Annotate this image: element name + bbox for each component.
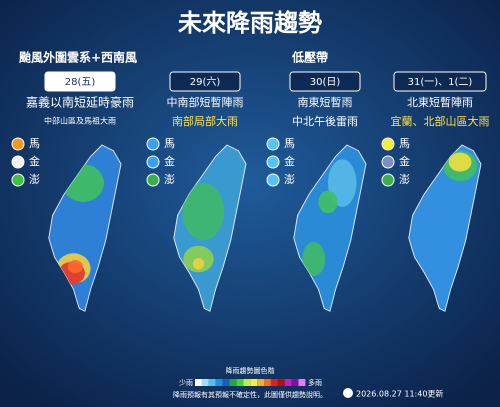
scale-step (236, 379, 244, 386)
rain-area (318, 190, 338, 214)
scale-step (277, 379, 285, 386)
scale-step (243, 379, 251, 386)
color-scale (195, 379, 306, 386)
scale-step (229, 379, 237, 386)
scale-step (201, 379, 209, 386)
scale-step (208, 379, 216, 386)
island-label: 馬 (29, 137, 40, 150)
island-marker (266, 173, 280, 187)
island-marker (11, 173, 25, 187)
scale-step (270, 379, 278, 386)
island-marker (11, 137, 25, 151)
island-label: 澎 (164, 173, 175, 186)
footer-note: 降雨預報有其預報不確定性，此圖僅供趨勢說明。 (173, 390, 327, 399)
rain-areas (443, 150, 478, 182)
description: 宜蘭、北部山區大雨 (391, 114, 490, 128)
title: 未來降雨趨勢 (178, 9, 322, 37)
island-label: 金 (29, 154, 40, 168)
legend-low: 少雨 (179, 379, 193, 387)
scale-step (222, 379, 230, 386)
rain-map (408, 144, 482, 312)
description: 嘉義以南短延時豪雨 (26, 95, 134, 110)
date: 31(一)、1(二) (408, 77, 473, 88)
island-label: 馬 (399, 137, 410, 150)
description: 南部局部大雨 (172, 114, 238, 128)
scale-step (215, 379, 223, 386)
rain-map (173, 144, 247, 312)
island-label: 金 (284, 154, 295, 168)
island-marker (146, 155, 160, 169)
date-box (393, 71, 487, 92)
phase-label: 低壓帶 (291, 50, 328, 65)
updated: 2026.08.27 11:40更新 (356, 389, 443, 399)
description: 中部山區及馬祖大雨 (44, 116, 116, 126)
date: 30(日) (310, 77, 341, 88)
date-box (169, 71, 241, 92)
rain-areas (302, 159, 357, 277)
date-box (44, 71, 116, 92)
island-marker (11, 155, 25, 169)
island-marker (381, 155, 395, 169)
description: 中北午後雷雨 (292, 114, 358, 128)
description: 南東短暫雨 (298, 95, 353, 109)
scale-step (291, 379, 299, 386)
phase-label: 颱風外圍雲系+西南風 (19, 50, 137, 65)
legend-high: 多雨 (308, 378, 322, 387)
island-label: 金 (399, 154, 410, 168)
legend-title: 降雨趨勢圖色階 (226, 366, 275, 375)
island-label: 馬 (164, 137, 175, 150)
scale-step (250, 379, 258, 386)
rain-area (192, 258, 205, 270)
description: 中南部短暫陣雨 (167, 95, 244, 109)
description: 北東短暫陣雨 (407, 95, 473, 109)
date: 28(五) (65, 77, 96, 88)
island-label: 澎 (399, 173, 410, 186)
rain-area (302, 241, 326, 277)
logo (343, 388, 353, 398)
island-label: 馬 (284, 137, 295, 150)
island-marker (146, 137, 160, 151)
scale-step (284, 379, 292, 386)
scale-step (257, 379, 264, 386)
rain-map (293, 144, 367, 312)
island-marker (146, 173, 160, 187)
date: 29(六) (190, 76, 221, 88)
island-marker (266, 155, 280, 169)
island-marker (381, 137, 395, 151)
island-marker (266, 137, 280, 151)
scale-step (298, 379, 306, 386)
island-label: 澎 (284, 173, 295, 186)
rain-area (67, 259, 83, 274)
island-label: 澎 (29, 173, 40, 186)
rain-areas (182, 183, 225, 273)
scale-step (195, 379, 202, 386)
island-label: 金 (164, 154, 175, 168)
island-marker (381, 173, 395, 187)
scale-step (264, 379, 271, 386)
date-box (289, 71, 361, 92)
rain-area (448, 152, 472, 172)
rain-area (182, 183, 225, 240)
